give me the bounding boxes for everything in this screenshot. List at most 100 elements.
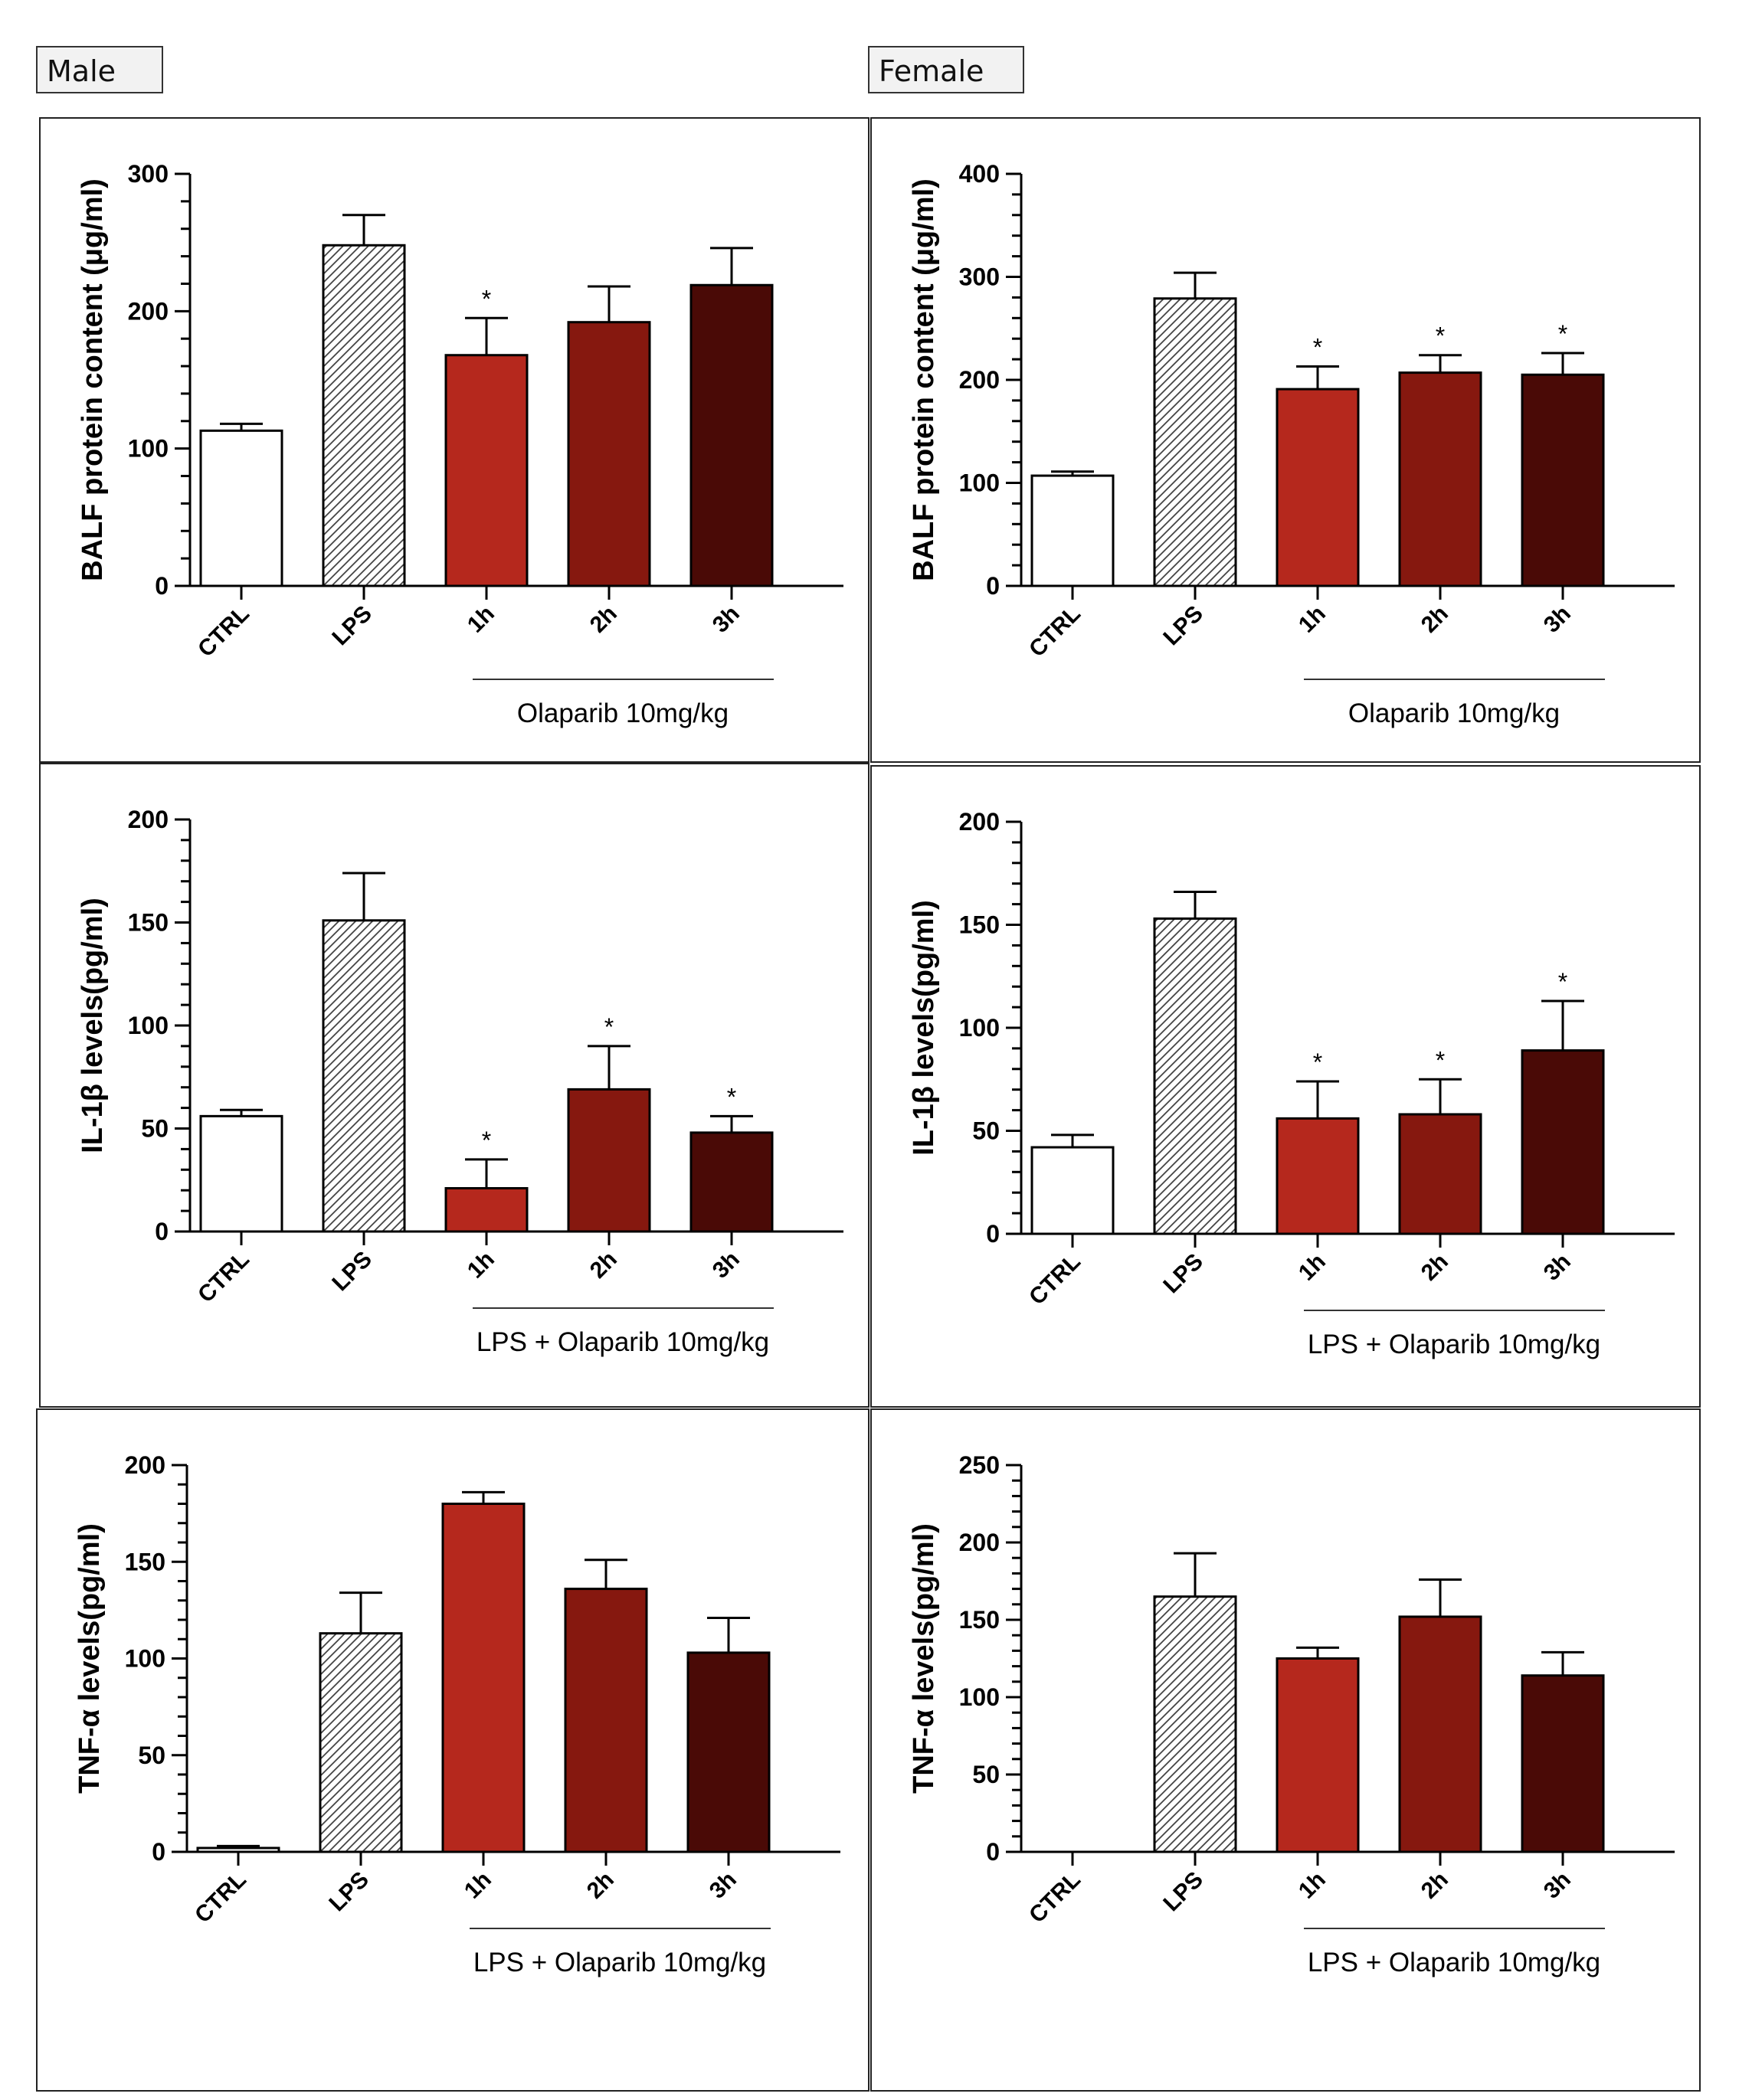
bar-lps [322, 919, 406, 1233]
y-tick-label: 200 [959, 808, 1000, 836]
x-tick-label-3h: 3h [708, 1247, 745, 1284]
y-tick-label: 150 [959, 1606, 1000, 1634]
significance-3h: * [1558, 320, 1567, 348]
significance-1h: * [482, 1127, 491, 1154]
x-tick-label-1h: 1h [1294, 1249, 1331, 1286]
significance-1h: * [482, 285, 491, 312]
panel-female-balf: 0 100 200 300 400 BALF protein content (μg/ml… [870, 117, 1701, 763]
x-tick-label-2h: 2h [1416, 601, 1453, 638]
y-tick-label: 50 [972, 1117, 1000, 1145]
y-tick-label: 100 [959, 1683, 1000, 1711]
y-tick-label: 50 [138, 1742, 165, 1769]
x-tick-label-3h: 3h [1539, 1867, 1576, 1904]
panel-male-il1b: 0 50 100 150 200 IL-1β levels(pg/ml) CTRL LPS 1h… [39, 763, 870, 1408]
y-axis-title: TNF-α levels(pg/ml) [74, 1523, 106, 1794]
x-tick-label-1h: 1h [463, 601, 499, 638]
x-tick-label-3h: 3h [1539, 601, 1576, 638]
bar-lps [1153, 297, 1237, 587]
chart-female-balf: 0 100 200 300 400 BALF protein content (μg/ml… [908, 160, 1675, 728]
bar-1h [1276, 1657, 1360, 1853]
bar-lps [1153, 917, 1237, 1235]
y-tick-label: 100 [959, 469, 1000, 497]
chart-female-tnfa: 0 50 100 150 200 250 TNF-α levels(pg/ml) CTRL LP… [908, 1451, 1675, 1977]
x-tick-label-ctrl: CTRL [1024, 601, 1086, 662]
y-tick-label: 0 [986, 572, 1000, 600]
bar-3h [689, 1131, 774, 1233]
significance-1h: * [1313, 1048, 1322, 1076]
x-tick-label-3h: 3h [708, 601, 745, 638]
significance-2h: * [1436, 1046, 1445, 1074]
x-tick-label-ctrl: CTRL [193, 1247, 254, 1308]
x-tick-label-lps: LPS [327, 601, 377, 651]
x-tick-label-ctrl: CTRL [190, 1867, 251, 1928]
x-tick-label-ctrl: CTRL [1024, 1249, 1086, 1310]
bar-lps [319, 1632, 403, 1853]
significance-1h: * [1313, 334, 1322, 361]
bar-ctrl [199, 1114, 283, 1233]
y-tick-label: 300 [128, 160, 169, 188]
y-tick-label: 0 [155, 1218, 169, 1245]
y-tick-label: 0 [986, 1220, 1000, 1248]
y-tick-label: 200 [959, 366, 1000, 394]
y-tick-label: 250 [959, 1451, 1000, 1479]
x-tick-label-1h: 1h [463, 1247, 499, 1284]
x-tick-label-lps: LPS [1158, 601, 1208, 651]
x-tick-label-lps: LPS [1158, 1249, 1208, 1299]
group-label: LPS + Olaparib 10mg/kg [1308, 1330, 1600, 1359]
x-tick-label-2h: 2h [1416, 1249, 1453, 1286]
x-tick-label-ctrl: CTRL [1024, 1867, 1086, 1928]
y-tick-label: 0 [152, 1838, 165, 1866]
bar-1h [1276, 388, 1360, 587]
y-tick-label: 200 [128, 297, 169, 325]
bar-lps [1153, 1595, 1237, 1853]
y-tick-label: 100 [125, 1645, 165, 1673]
x-tick-label-lps: LPS [324, 1867, 374, 1917]
bar-ctrl [199, 429, 283, 587]
bar-1h [441, 1503, 526, 1853]
chart-male-tnfa: 0 50 100 150 200 TNF-α levels(pg/ml) CTRL LPS 1h… [74, 1451, 840, 1977]
y-tick-label: 50 [972, 1761, 1000, 1788]
x-tick-label-2h: 2h [582, 1867, 619, 1904]
y-tick-label: 150 [959, 911, 1000, 939]
y-tick-label: 0 [986, 1838, 1000, 1866]
group-label: LPS + Olaparib 10mg/kg [473, 1948, 766, 1977]
y-tick-label: 100 [959, 1014, 1000, 1042]
bar-ctrl [1030, 1146, 1115, 1235]
female-label: Female [868, 46, 1024, 93]
panel-female-tnfa: 0 50 100 150 200 250 TNF-α levels(pg/ml) CTRL LP… [870, 1408, 1701, 2092]
group-label: LPS + Olaparib 10mg/kg [477, 1327, 769, 1357]
y-axis-title: TNF-α levels(pg/ml) [908, 1523, 940, 1794]
x-tick-label-2h: 2h [1416, 1867, 1453, 1904]
bar-2h [567, 321, 651, 587]
x-tick-label-lps: LPS [1158, 1867, 1208, 1917]
bar-2h [1398, 371, 1482, 587]
panel-male-balf: 0 100 200 300 BALF protein content (μg/ml) CT… [39, 117, 870, 763]
bar-3h [689, 283, 774, 587]
y-axis-title: IL-1β levels(pg/ml) [77, 898, 109, 1153]
y-tick-label: 150 [125, 1548, 165, 1575]
x-tick-label-1h: 1h [460, 1867, 496, 1904]
group-label: LPS + Olaparib 10mg/kg [1308, 1948, 1600, 1977]
group-label: Olaparib 10mg/kg [517, 698, 729, 728]
y-tick-label: 400 [959, 160, 1000, 188]
x-tick-label-1h: 1h [1294, 601, 1331, 638]
significance-2h: * [604, 1013, 614, 1041]
y-tick-label: 50 [141, 1115, 169, 1143]
y-axis-title: BALF protein content (μg/ml) [908, 178, 940, 581]
y-tick-label: 300 [959, 263, 1000, 291]
chart-male-balf: 0 100 200 300 BALF protein content (μg/ml) CT… [77, 160, 843, 728]
bar-2h [564, 1588, 648, 1853]
bar-3h [1521, 373, 1605, 587]
panel-female-il1b: 0 50 100 150 200 IL-1β levels(pg/ml) CTRL LPS 1h… [870, 765, 1701, 1408]
y-axis-title: IL-1β levels(pg/ml) [908, 900, 940, 1156]
x-tick-label-2h: 2h [585, 601, 622, 638]
significance-2h: * [1436, 322, 1445, 350]
male-label: Male [36, 46, 163, 93]
y-axis-title: BALF protein content (μg/ml) [77, 178, 109, 581]
x-tick-label-1h: 1h [1294, 1867, 1331, 1904]
y-tick-label: 200 [959, 1529, 1000, 1556]
y-tick-label: 0 [155, 572, 169, 600]
bar-1h [444, 1187, 529, 1233]
x-tick-label-lps: LPS [327, 1247, 377, 1297]
bar-1h [1276, 1117, 1360, 1235]
